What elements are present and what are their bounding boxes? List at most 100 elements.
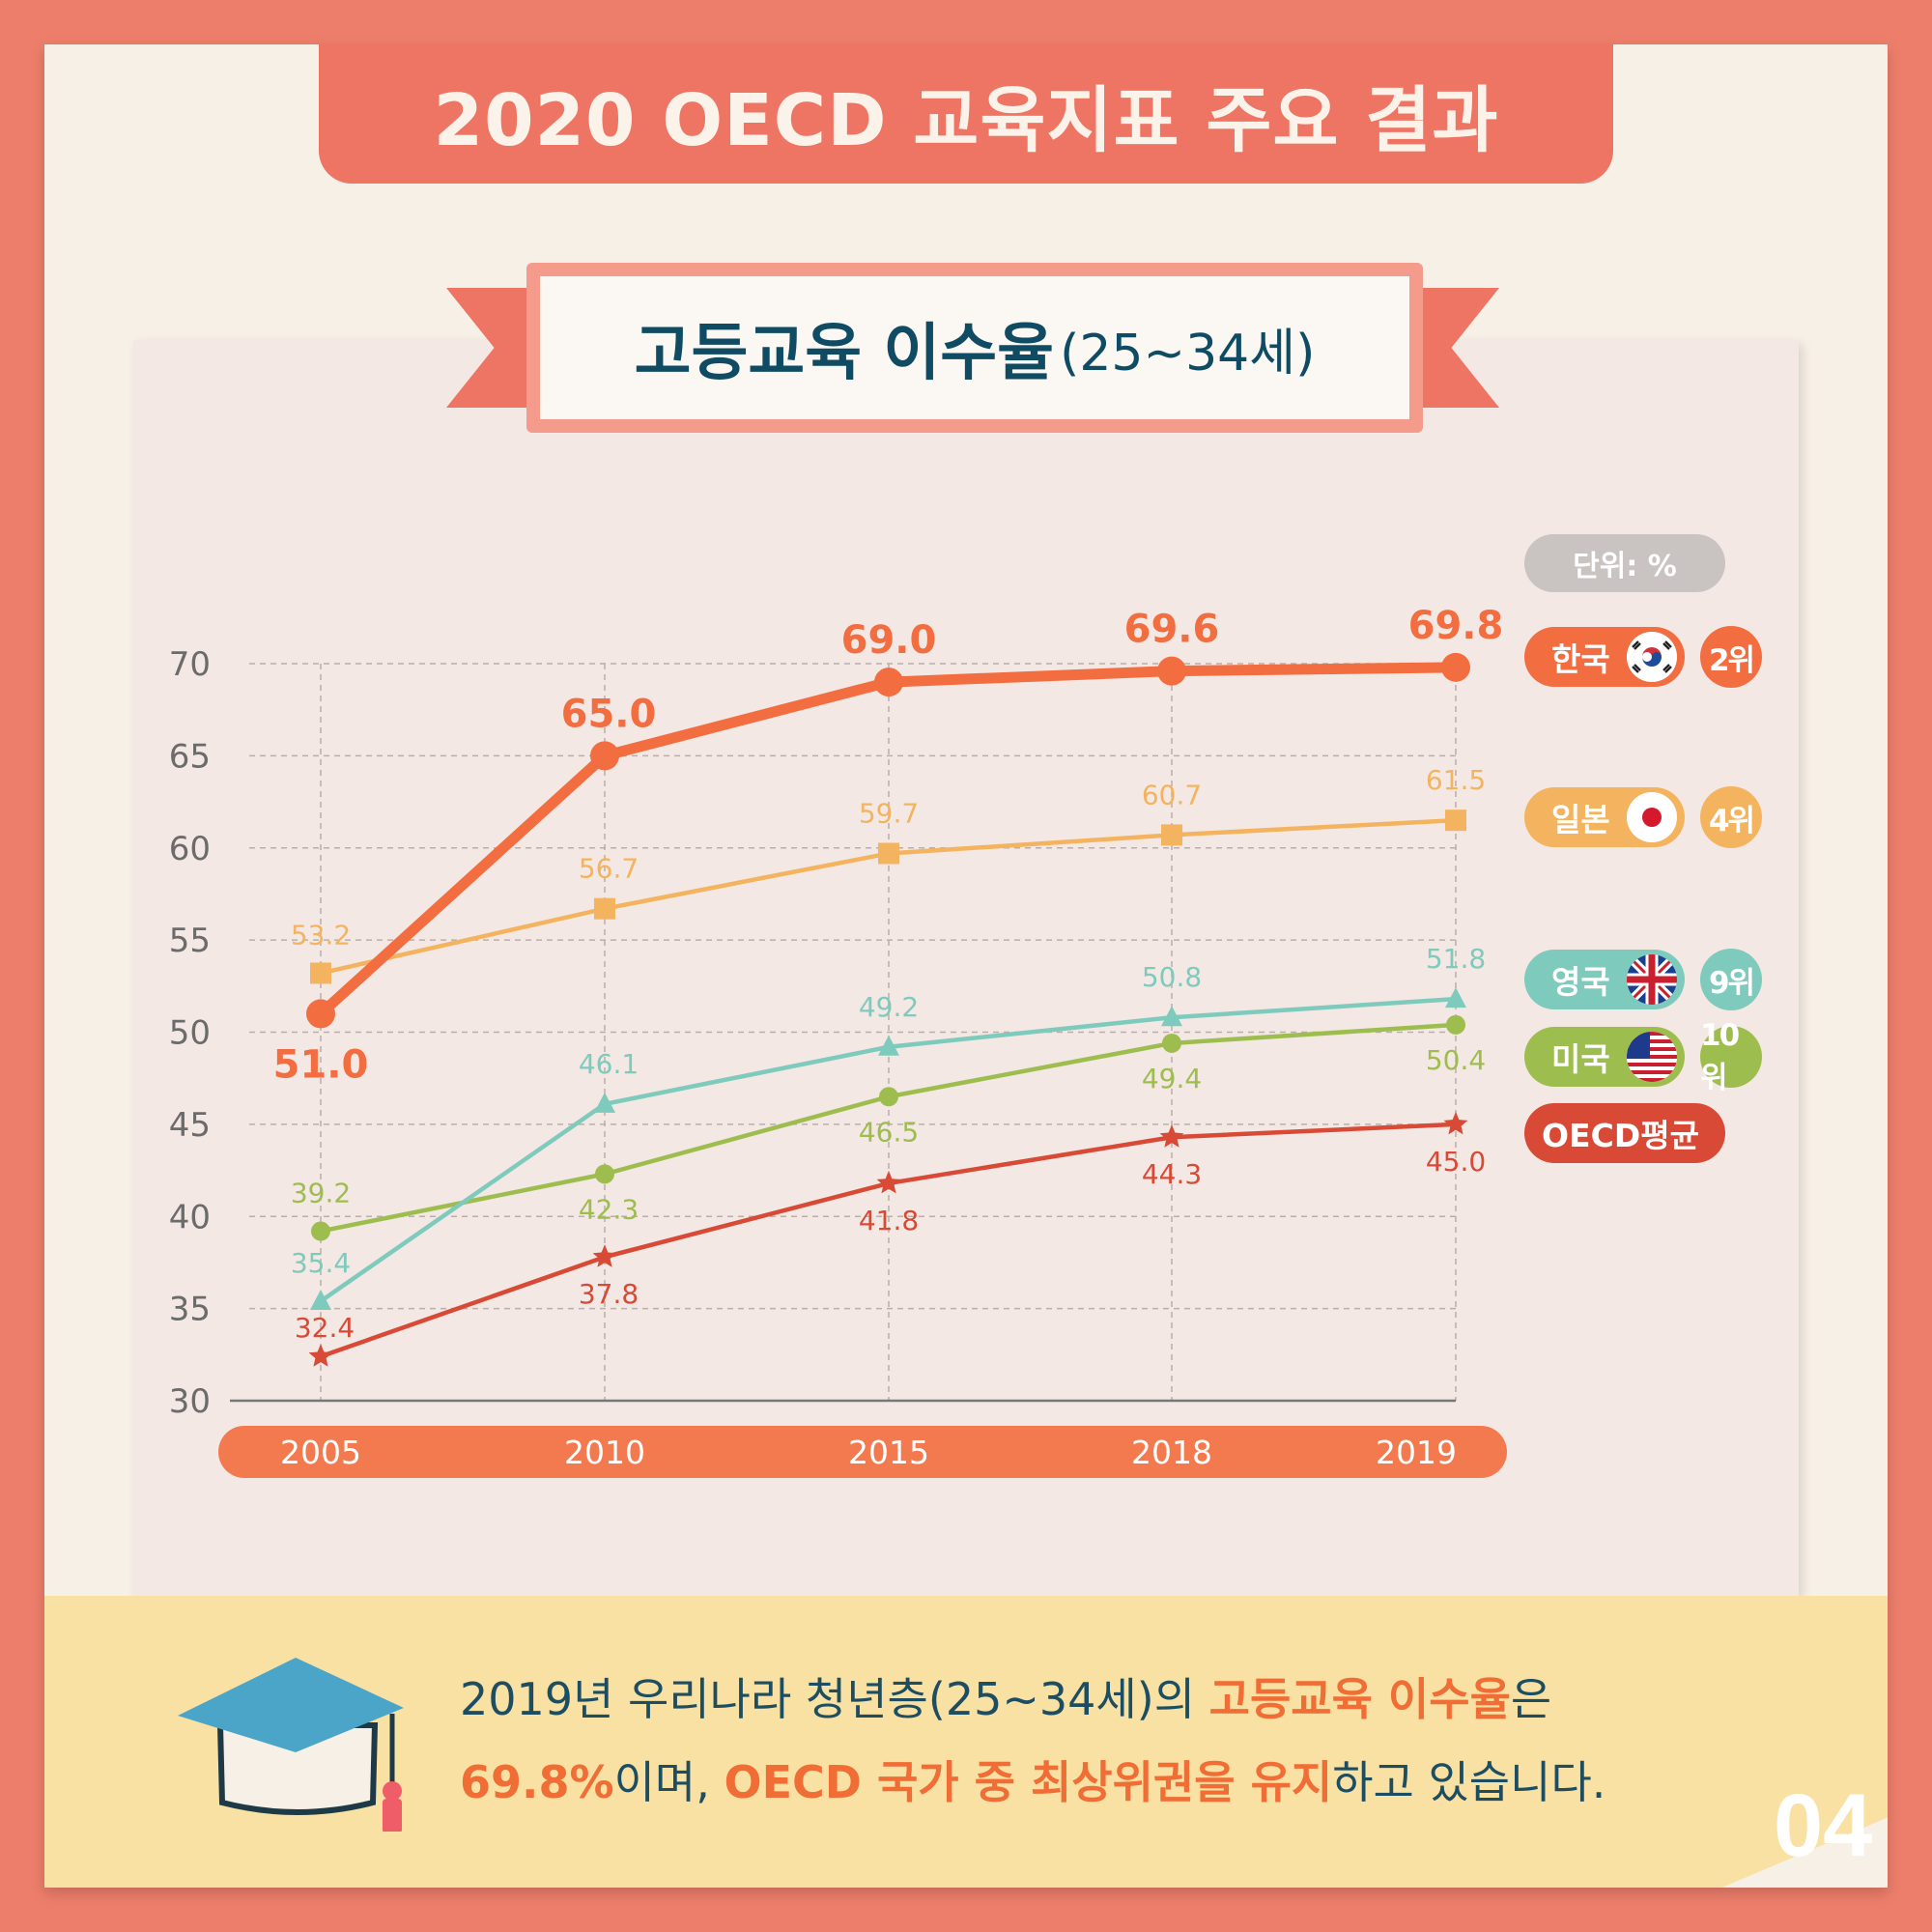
data-point [306,999,335,1029]
y-tick-label: 70 [169,645,211,684]
x-tick-label: 2018 [1131,1434,1212,1471]
japan-flag-icon [1627,792,1677,842]
data-point [878,1035,899,1056]
summary-highlight: 69.8% [460,1756,614,1808]
data-point [1441,652,1470,682]
y-tick-label: 45 [169,1106,211,1145]
y-tick-label: 55 [169,922,211,960]
chart-title: 고등교육 이수율 [634,318,1055,389]
data-point [310,1289,331,1310]
legend-japan: 일본 [1524,787,1685,847]
uk-flag-icon [1627,954,1677,1005]
x-tick-label: 2010 [564,1434,645,1471]
summary-text-part: 은 [1510,1673,1552,1725]
unit-label: 단위: % [1524,534,1725,592]
data-point [595,1164,614,1184]
summary-highlight: OECD 국가 중 최상위권을 유지 [724,1756,1333,1808]
data-label: 41.8 [859,1205,919,1236]
legend-label: 한국 [1551,640,1610,678]
summary-text-part: 이며, [613,1756,724,1808]
chart-title-inner: 고등교육 이수율 (25~34세) [540,276,1409,419]
y-tick-label: 30 [169,1382,211,1421]
data-point [594,1092,615,1113]
data-label: 44.3 [1142,1158,1202,1190]
data-label: 69.6 [1124,608,1220,652]
legend-uk: 영국 [1524,950,1685,1009]
data-point [1443,1111,1468,1135]
chart-paper [133,340,1799,1596]
data-label: 35.4 [291,1247,351,1279]
data-point [1445,987,1466,1009]
data-point [592,1244,617,1267]
page-number: 04 [1774,1776,1873,1875]
y-tick-label: 60 [169,830,211,868]
summary-text: 2019년 우리나라 청년층(25~34세)의 고등교육 이수율은 69.8%이… [460,1658,1735,1824]
data-point [1162,1033,1181,1053]
legend-label: 영국 [1551,963,1610,1001]
data-point [1157,656,1186,686]
page-title: 2020 OECD 교육지표 주요 결과 [433,78,1499,162]
data-label: 61.5 [1426,764,1486,796]
legend-label: OECD평균 [1542,1117,1699,1154]
data-point [1159,1124,1184,1148]
data-point [876,1170,901,1194]
us-flag-icon [1627,1032,1677,1082]
data-label: 42.3 [579,1193,639,1225]
summary-line-2: 69.8%이며, OECD 국가 중 최상위권을 유지하고 있습니다. [460,1741,1735,1824]
x-tick-label: 2005 [280,1434,361,1471]
data-point [311,1221,330,1241]
graduation-cap-icon [178,1658,404,1832]
x-tick-label: 2015 [848,1434,929,1471]
data-point [1161,824,1182,846]
legend-label: 일본 [1551,801,1610,838]
legend-korea: 한국 [1524,627,1685,687]
legend-oecd: OECD평균 [1524,1103,1725,1163]
y-tick-label: 40 [169,1198,211,1236]
legend-label: 미국 [1551,1040,1610,1078]
data-label: 69.8 [1408,604,1504,648]
data-label: 59.7 [859,797,919,829]
data-point [1161,1006,1182,1027]
data-label: 51.8 [1426,943,1486,975]
data-label: 50.4 [1426,1044,1486,1076]
data-label: 45.0 [1426,1146,1486,1178]
data-label: 32.4 [295,1312,355,1344]
summary-highlight: 고등교육 이수율 [1208,1673,1511,1725]
data-point [1445,810,1466,832]
data-point [590,741,619,771]
legend-usa: 미국 [1524,1027,1685,1087]
rank-usa: 10위 [1700,1018,1762,1095]
data-label: 65.0 [561,692,657,736]
data-point [879,1087,898,1107]
data-label: 37.8 [579,1278,639,1310]
data-point [594,897,615,920]
data-point [878,842,899,865]
y-tick-label: 35 [169,1291,211,1329]
data-point [1446,1014,1465,1035]
data-label: 69.0 [841,618,937,663]
data-label: 49.4 [1142,1063,1202,1094]
data-point [310,962,331,984]
summary-text-part: 하고 있습니다. [1332,1756,1606,1808]
x-axis-band [218,1426,1507,1478]
summary-line-1: 2019년 우리나라 청년층(25~34세)의 고등교육 이수율은 [460,1658,1735,1741]
data-point [308,1344,333,1367]
data-label: 39.2 [291,1178,351,1209]
chart-title-box: 고등교육 이수율 (25~34세) [526,263,1423,433]
y-tick-label: 50 [169,1014,211,1053]
y-tick-label: 65 [169,737,211,776]
data-label: 56.7 [579,853,639,885]
data-label: 50.8 [1142,961,1202,993]
data-label: 46.1 [579,1048,639,1080]
data-label: 46.5 [859,1116,919,1148]
data-label: 49.2 [859,991,919,1023]
rank-korea: 2위 [1700,626,1762,688]
header-tab: 2020 OECD 교육지표 주요 결과 [319,44,1613,184]
data-label: 51.0 [273,1042,369,1087]
rank-japan: 4위 [1700,786,1762,848]
data-label: 60.7 [1142,779,1202,810]
summary-text-part: 2019년 우리나라 청년층(25~34세)의 [460,1673,1209,1725]
rank-uk: 9위 [1700,949,1762,1010]
x-tick-label: 2019 [1376,1434,1457,1471]
